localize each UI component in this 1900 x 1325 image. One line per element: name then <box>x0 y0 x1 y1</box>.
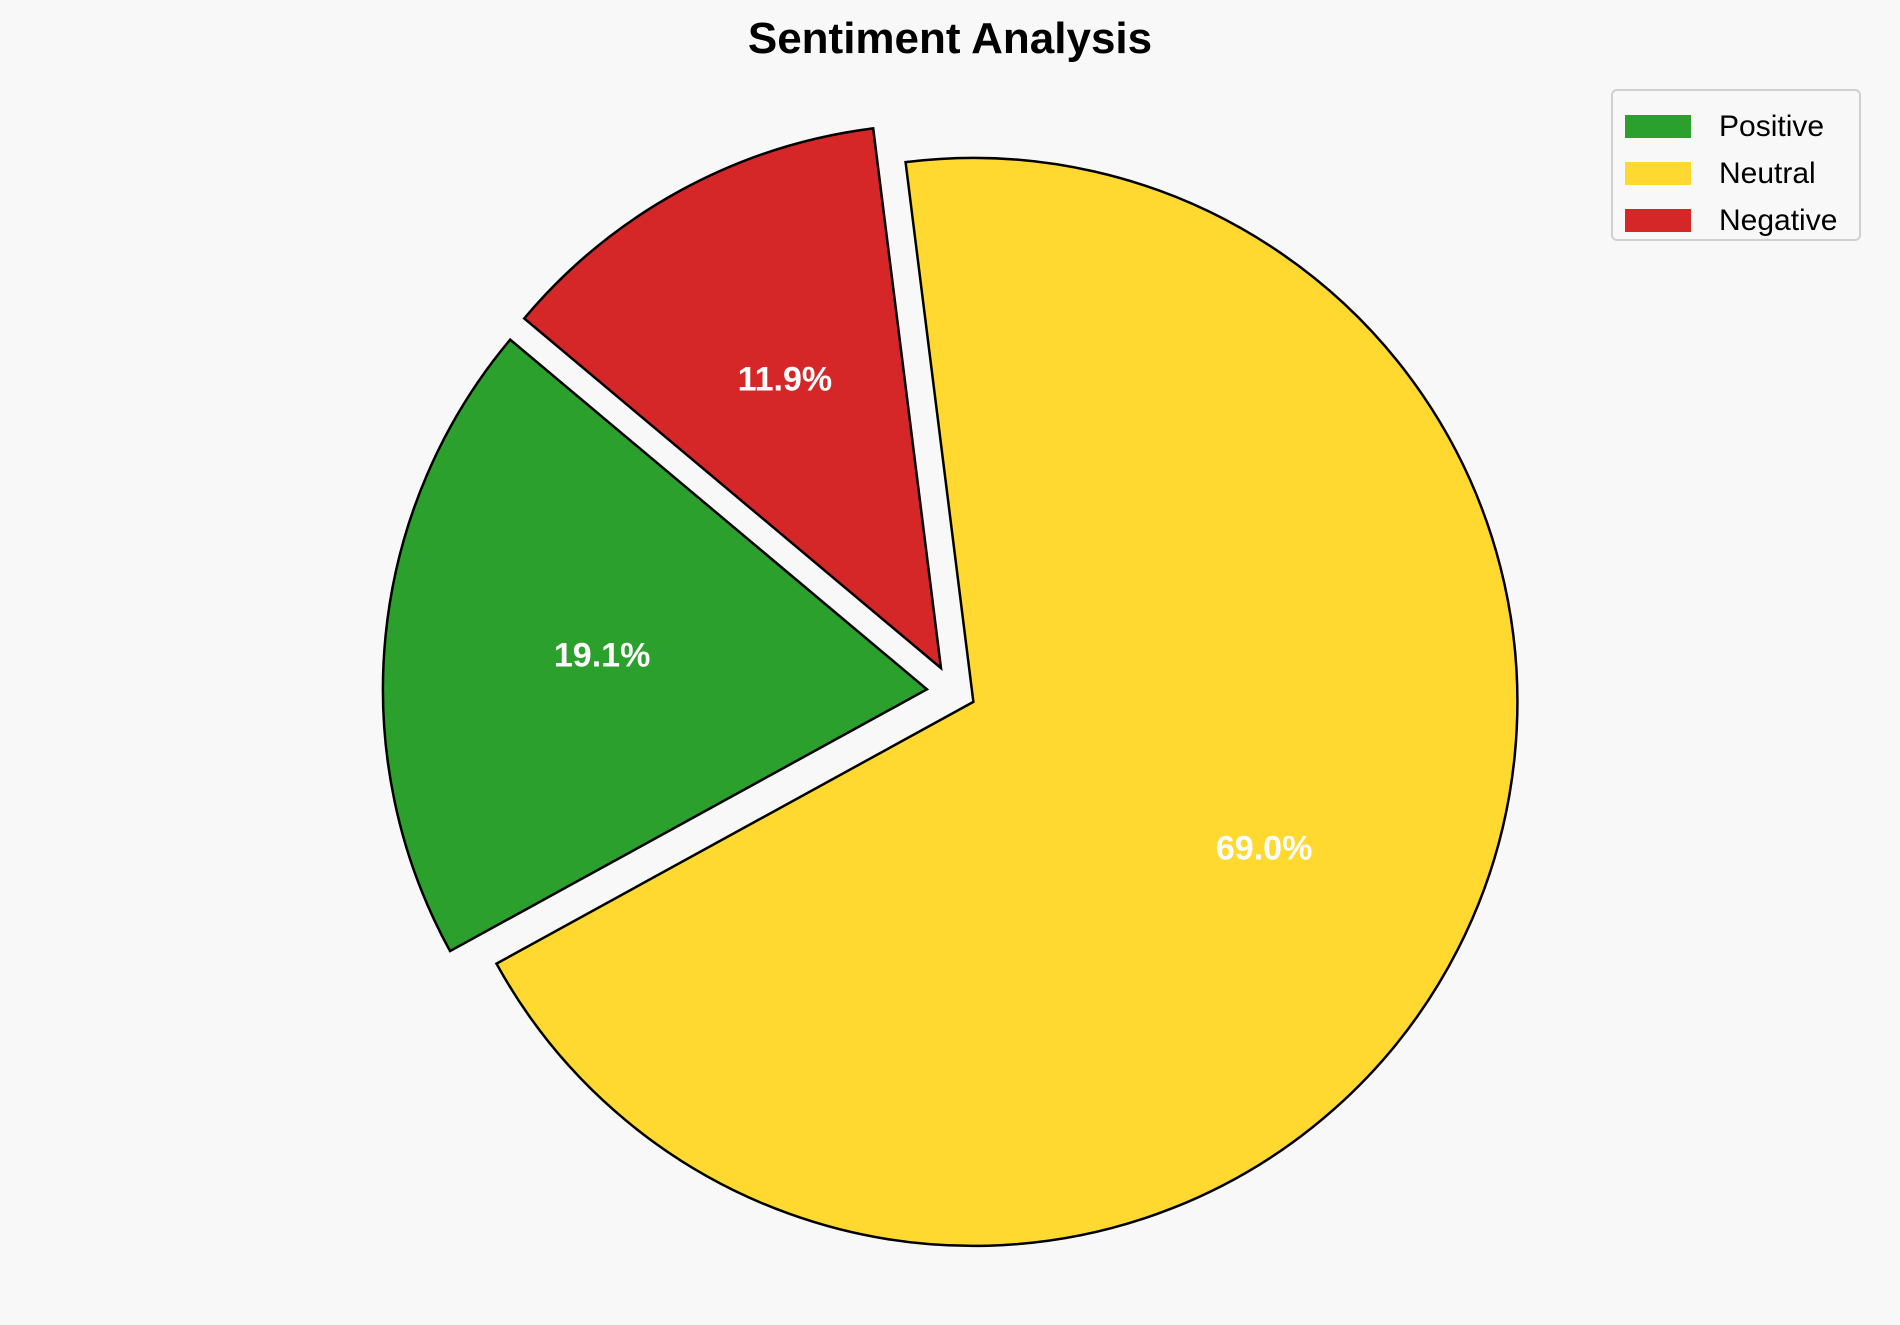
legend: Positive Neutral Negative <box>1611 89 1861 241</box>
pie-slice-negative <box>522 126 943 672</box>
legend-swatch <box>1625 162 1691 185</box>
legend-label: Neutral <box>1719 156 1816 190</box>
pie-slice-positive <box>381 337 930 953</box>
pie-label-negative: 11.9% <box>738 360 833 398</box>
legend-swatch <box>1625 209 1691 232</box>
chart-title: Sentiment Analysis <box>747 14 1153 63</box>
legend-item-negative: Negative <box>1625 197 1859 244</box>
legend-label: Positive <box>1719 109 1825 143</box>
pie-label-neutral: 69.0% <box>1216 829 1312 867</box>
pie-label-positive: 19.1% <box>554 636 650 674</box>
pie-slice-neutral <box>494 156 1519 1248</box>
legend-item-positive: Positive <box>1625 103 1859 150</box>
legend-swatch <box>1625 115 1691 138</box>
legend-item-neutral: Neutral <box>1625 150 1859 197</box>
legend-label: Negative <box>1719 203 1838 237</box>
